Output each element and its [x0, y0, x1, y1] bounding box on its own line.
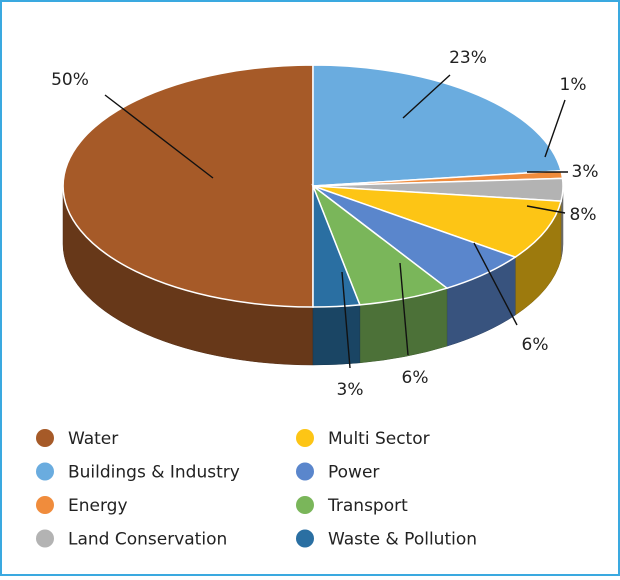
legend-label: Energy [68, 496, 128, 516]
data-label: 8% [570, 205, 597, 225]
data-label: 3% [572, 162, 599, 182]
pie-slice [312, 185, 361, 308]
data-label: 23% [449, 48, 487, 68]
leader-line [341, 271, 351, 369]
legend-label: Multi Sector [328, 429, 430, 449]
pie-labels: 50% 23% 1% 3% 8% 6% 6% 3% [51, 48, 598, 400]
leader-line [104, 94, 214, 179]
pie-slice [62, 64, 314, 308]
legend-swatch [296, 529, 314, 548]
pie-tops [62, 64, 564, 308]
pie-slice [312, 185, 562, 258]
legend-label: Transport [327, 496, 408, 516]
pie-side [312, 304, 361, 366]
data-label: 3% [337, 380, 364, 400]
data-label: 6% [402, 368, 429, 388]
legend-label: Land Conservation [68, 530, 227, 550]
legend-label: Water [68, 429, 118, 449]
legend-label: Power [328, 463, 379, 483]
leader-line [526, 205, 566, 214]
leader-line [402, 74, 451, 119]
leader-line [473, 242, 518, 326]
data-label: 6% [522, 335, 549, 355]
legend-swatch [36, 462, 54, 481]
data-label: 50% [51, 70, 89, 90]
legend-swatch [36, 496, 54, 514]
legend-swatch [296, 462, 314, 481]
legend-swatch [296, 496, 314, 514]
pie-slice [312, 64, 562, 187]
data-label: 1% [560, 75, 587, 95]
legend-swatch [36, 429, 54, 447]
legend: Water Buildings & Industry Energy Land Cons… [36, 429, 477, 550]
legend-label: Buildings & Industry [68, 463, 240, 483]
leader-line [544, 99, 566, 158]
leader-line [399, 262, 409, 356]
legend-swatch [296, 429, 314, 447]
legend-label: Waste & Pollution [328, 530, 477, 550]
legend-swatch [36, 529, 54, 548]
